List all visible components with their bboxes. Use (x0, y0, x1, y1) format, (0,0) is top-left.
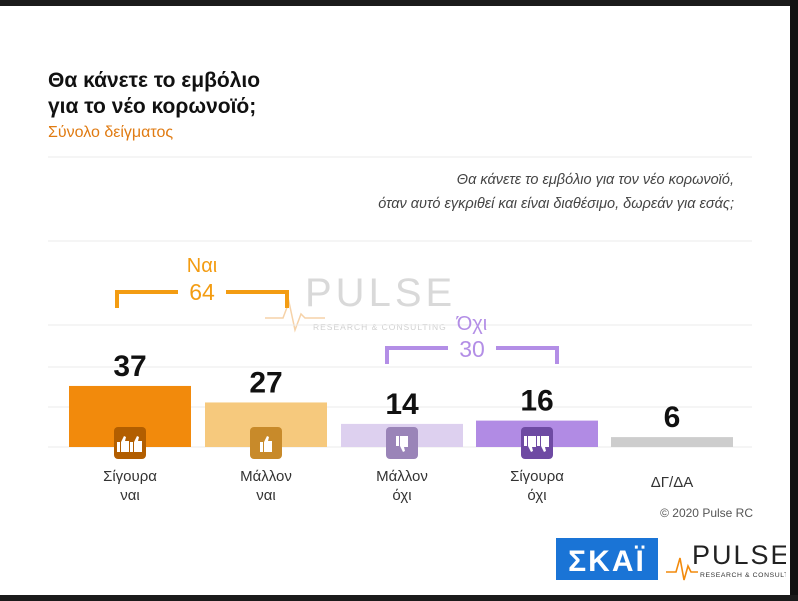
pulse-logo-text: PULSE (692, 540, 786, 570)
title-line-1: Θα κάνετε το εμβόλιο (48, 69, 261, 92)
bottom-frame (0, 595, 798, 601)
thumbs-down-icon (386, 427, 418, 459)
category-label: Σίγουρα (510, 468, 564, 485)
thumb-hand (400, 436, 408, 452)
chart-subtitle: Σύνολο δείγματος (48, 124, 174, 141)
category-label: όχι (392, 487, 411, 504)
group-label: Ναι (187, 255, 217, 277)
bar-value-label: 27 (249, 366, 282, 399)
pulse-logo: PULSE RESEARCH & CONSULTING (666, 540, 786, 581)
group-total: 30 (459, 336, 485, 362)
thumb-cuff (260, 442, 263, 452)
title-line-2: για το νέο κορωνοϊό; (48, 95, 257, 118)
category-label: ναι (256, 487, 276, 504)
skai-logo: ΣΚΑΪ (556, 538, 658, 580)
thumb-hand (541, 436, 549, 452)
chart-title: Θα κάνετε το εμβόλιο για το νέο κορωνοϊό… (48, 68, 348, 120)
bracket-right (496, 346, 559, 364)
bracket-left (115, 290, 178, 308)
right-frame (790, 0, 798, 601)
bracket-right (226, 290, 289, 308)
pulse-watermark: PULSE RESEARCH & CONSULTING (265, 272, 456, 333)
top-frame (0, 0, 798, 6)
bar-value-label: 37 (113, 350, 146, 383)
thumb-hand (134, 436, 142, 452)
question-line-1: Θα κάνετε το εμβόλιο για τον νέο κορωνοϊ… (456, 172, 734, 188)
thumb-hand (121, 436, 129, 452)
category-label: ΔΓ/ΔΑ (651, 474, 693, 491)
double-thumbs-up-icon (114, 427, 146, 459)
category-label: Μάλλον (240, 468, 292, 485)
bar-value-label: 14 (385, 388, 419, 421)
watermark-text: PULSE (305, 272, 456, 315)
group-label: Όχι (456, 313, 487, 335)
double-thumbs-down-icon (521, 427, 553, 459)
thumb-cuff (130, 442, 133, 452)
copyright-text: © 2020 Pulse RC (660, 506, 753, 520)
bar (611, 437, 733, 447)
category-label: Σίγουρα (103, 468, 157, 485)
thumb-cuff (537, 436, 540, 446)
group-total: 64 (189, 279, 215, 305)
survey-question: Θα κάνετε το εμβόλιο για τον νέο κορωνοϊ… (260, 168, 734, 216)
thumb-cuff (524, 436, 527, 446)
thumb-cuff (117, 442, 120, 452)
category-label: Μάλλον (376, 468, 428, 485)
bracket-left (385, 346, 448, 364)
skai-logo-text: ΣΚΑΪ (568, 545, 646, 578)
category-label: ναι (120, 487, 140, 504)
thumbs-up-icon (250, 427, 282, 459)
watermark-subtext: RESEARCH & CONSULTING (313, 322, 447, 332)
thumb-cuff (396, 436, 399, 446)
category-label: όχι (527, 487, 546, 504)
bar-value-label: 6 (664, 401, 681, 434)
bar-value-label: 16 (520, 385, 553, 418)
question-line-2: όταν αυτό εγκριθεί και είναι διαθέσιμο, … (378, 196, 734, 212)
thumb-hand (528, 436, 536, 452)
thumb-hand (264, 436, 272, 452)
pulse-logo-subtext: RESEARCH & CONSULTING (700, 572, 786, 579)
